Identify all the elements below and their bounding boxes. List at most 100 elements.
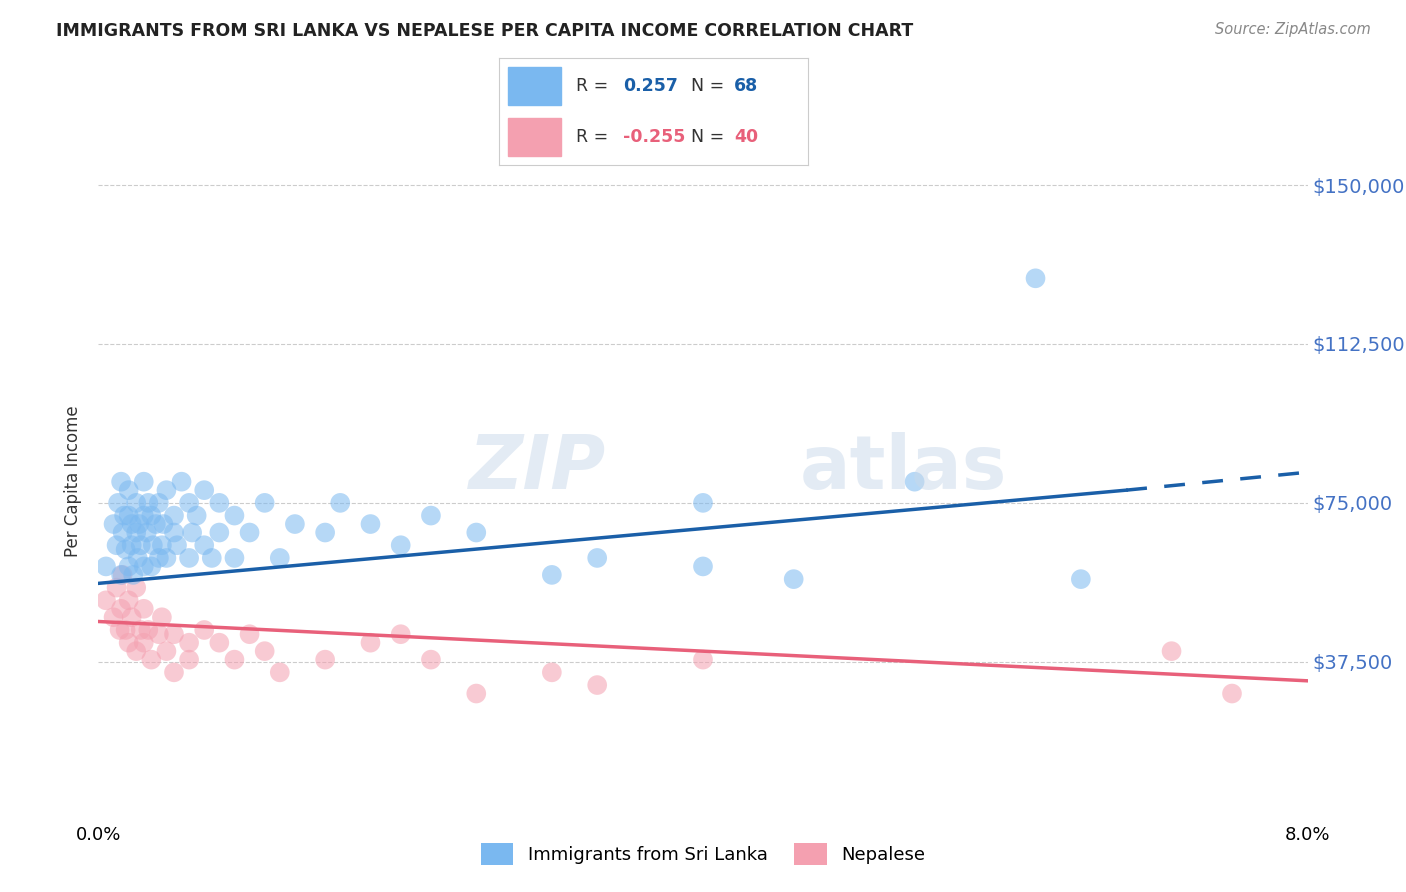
- Point: [269, 551, 291, 566]
- Point: [142, 538, 165, 552]
- Point: [110, 568, 132, 582]
- Text: N =: N =: [690, 77, 724, 95]
- Point: [121, 538, 143, 552]
- Point: [163, 665, 186, 680]
- Point: [329, 496, 352, 510]
- Point: [783, 572, 806, 586]
- Point: [150, 538, 173, 552]
- Text: atlas: atlas: [800, 432, 1007, 505]
- Point: [186, 508, 208, 523]
- Point: [118, 508, 141, 523]
- Point: [904, 475, 927, 489]
- Point: [103, 610, 125, 624]
- Text: N =: N =: [690, 128, 724, 146]
- Point: [179, 635, 201, 649]
- Point: [541, 568, 564, 582]
- Point: [108, 623, 131, 637]
- Text: R =: R =: [576, 128, 609, 146]
- Point: [136, 496, 159, 510]
- Point: [127, 551, 149, 566]
- Point: [181, 525, 204, 540]
- Point: [465, 687, 488, 701]
- Point: [118, 635, 141, 649]
- Point: [314, 653, 336, 667]
- Legend: Immigrants from Sri Lanka, Nepalese: Immigrants from Sri Lanka, Nepalese: [474, 836, 932, 872]
- Text: 40: 40: [734, 128, 758, 146]
- Point: [112, 508, 135, 523]
- Point: [1025, 271, 1047, 285]
- Point: [193, 623, 215, 637]
- Point: [128, 517, 150, 532]
- Text: 0.257: 0.257: [623, 77, 678, 95]
- Point: [114, 623, 136, 637]
- Point: [155, 483, 177, 498]
- Point: [179, 551, 201, 566]
- Point: [132, 559, 155, 574]
- Point: [141, 508, 163, 523]
- Point: [163, 508, 186, 523]
- Point: [239, 525, 262, 540]
- Point: [105, 581, 128, 595]
- Point: [465, 525, 488, 540]
- Point: [132, 602, 155, 616]
- Point: [107, 496, 129, 510]
- Text: Source: ZipAtlas.com: Source: ZipAtlas.com: [1215, 22, 1371, 37]
- Text: R =: R =: [576, 77, 609, 95]
- Point: [692, 496, 714, 510]
- Point: [135, 525, 157, 540]
- Point: [269, 665, 291, 680]
- Point: [208, 525, 231, 540]
- Point: [224, 653, 246, 667]
- Point: [94, 593, 117, 607]
- Point: [193, 483, 215, 498]
- Point: [148, 627, 170, 641]
- Point: [179, 653, 201, 667]
- Point: [692, 559, 714, 574]
- Point: [420, 508, 443, 523]
- Point: [148, 551, 170, 566]
- Point: [122, 568, 145, 582]
- Point: [103, 517, 125, 532]
- Point: [239, 627, 262, 641]
- Point: [125, 644, 148, 658]
- Bar: [509, 118, 561, 156]
- Point: [389, 627, 412, 641]
- Text: ZIP: ZIP: [470, 432, 606, 505]
- Point: [150, 610, 173, 624]
- Point: [224, 551, 246, 566]
- Point: [148, 496, 170, 510]
- Text: -0.255: -0.255: [623, 128, 685, 146]
- Point: [110, 475, 132, 489]
- Point: [111, 525, 134, 540]
- Point: [253, 644, 276, 658]
- Point: [111, 568, 134, 582]
- Point: [586, 551, 609, 566]
- Point: [132, 635, 155, 649]
- Point: [118, 483, 141, 498]
- Point: [155, 644, 177, 658]
- Point: [284, 517, 307, 532]
- Point: [1160, 644, 1182, 658]
- Point: [163, 525, 186, 540]
- Point: [152, 517, 174, 532]
- Point: [193, 538, 215, 552]
- Point: [94, 559, 117, 574]
- Point: [125, 581, 148, 595]
- Point: [163, 627, 186, 641]
- Point: [389, 538, 412, 552]
- Point: [420, 653, 443, 667]
- Point: [253, 496, 276, 510]
- Point: [141, 559, 163, 574]
- Point: [166, 538, 188, 552]
- Point: [360, 635, 382, 649]
- Point: [136, 623, 159, 637]
- Point: [141, 653, 163, 667]
- Point: [129, 538, 152, 552]
- Point: [1070, 572, 1092, 586]
- Text: 68: 68: [734, 77, 758, 95]
- Point: [145, 517, 167, 532]
- Point: [105, 538, 128, 552]
- Point: [1220, 687, 1243, 701]
- Point: [208, 496, 231, 510]
- Point: [125, 525, 148, 540]
